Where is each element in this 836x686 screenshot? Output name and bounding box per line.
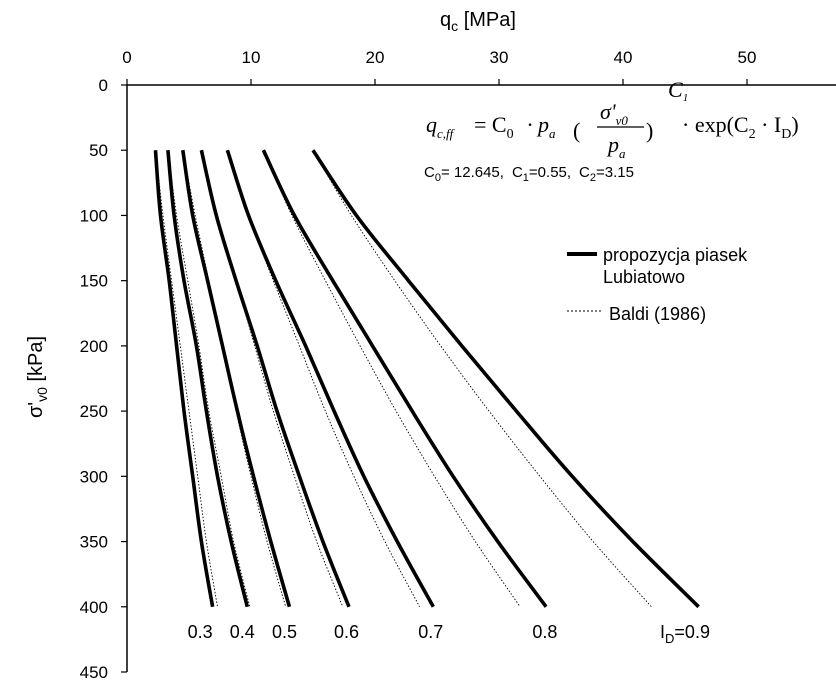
y-axis-title: σ'v0 [kPa] (25, 336, 50, 418)
baldi-curve-7 (312, 149, 652, 608)
equation-exponent: C1 (668, 77, 688, 104)
equation-paren-left: ( (573, 118, 580, 143)
x-tick-label: 30 (490, 48, 509, 67)
x-axis-title-unit: [MPa] (458, 9, 516, 31)
equation-pa: · pa (527, 112, 556, 141)
x-axis-title-sub: c (451, 18, 458, 34)
equation-frac-num: σ'v0 (600, 99, 628, 128)
id-label: 0.3 (188, 622, 213, 642)
y-tick-label: 50 (89, 141, 108, 160)
equation-exp: · exp(C2 · ID) (682, 112, 799, 142)
proposal-curve-5 (225, 149, 435, 608)
legend-label-dotted: Baldi (1986) (609, 304, 706, 324)
x-tick-label: 0 (122, 48, 131, 67)
id-labels-group: 0.3 0.4 0.5 0.6 0.7 0.8 ID=0.9 (188, 622, 710, 646)
id-label-sub: D (665, 631, 674, 646)
proposal-curve-7 (311, 149, 700, 609)
x-tick-label: 20 (366, 48, 385, 67)
proposal-curve-1 (153, 150, 215, 608)
legend-label-solid-line1: propozycja piasek (603, 245, 748, 265)
y-tick-label: 400 (80, 598, 108, 617)
x-tick-label: 50 (738, 48, 757, 67)
y-axis-title-main: σ' (25, 402, 47, 418)
equation-c0: = C0 (474, 112, 514, 142)
coefficients: C0= 12.645, C1=0.55, C2=3.15 (424, 164, 634, 184)
id-label: 0.7 (418, 622, 443, 642)
solid-series-group (153, 149, 700, 609)
legend: propozycja piasek Lubiatowo Baldi (1986) (567, 245, 748, 324)
id-label: 0.8 (532, 622, 557, 642)
id-label: 0.4 (230, 622, 255, 642)
baldi-curve-3 (182, 150, 287, 607)
y-tick-label: 100 (80, 206, 108, 225)
equation-paren-right: ) (646, 118, 653, 143)
y-ticks: 0 50 100 150 200 250 300 350 400 450 (80, 76, 127, 682)
equation-lhs: qc,ff (426, 112, 456, 141)
legend-label-solid-line2: Lubiatowo (603, 267, 685, 287)
equation: qc,ff = C0 · pa ( σ'v0 pa ) C1 · exp(C2 … (426, 77, 799, 161)
y-tick-label: 350 (80, 533, 108, 552)
y-tick-label: 200 (80, 337, 108, 356)
proposal-curve-3 (181, 149, 292, 608)
equation-frac-den: pa (606, 132, 626, 161)
id-label-value: =0.9 (674, 622, 710, 642)
id-label: 0.6 (334, 622, 359, 642)
id-label-main: I (660, 622, 665, 642)
id-label: 0.5 (272, 622, 297, 642)
x-axis-title: qc [MPa] (440, 9, 516, 34)
id-label: ID=0.9 (660, 622, 710, 646)
proposal-curve-2 (166, 150, 250, 608)
y-tick-label: 450 (80, 663, 108, 682)
y-tick-label: 150 (80, 272, 108, 291)
proposal-curve-6 (261, 149, 548, 608)
baldi-curve-1 (155, 150, 218, 607)
x-axis-title-main: q (440, 9, 451, 31)
x-tick-label: 10 (242, 48, 261, 67)
x-ticks: 0 10 20 30 40 50 (122, 48, 756, 85)
y-tick-label: 300 (80, 467, 108, 486)
x-tick-label: 40 (614, 48, 633, 67)
y-tick-label: 250 (80, 402, 108, 421)
y-axis-title-unit: [kPa] (25, 336, 47, 387)
baldi-curve-2 (167, 150, 251, 607)
y-axis-title-sub: v0 (34, 387, 50, 402)
proposal-curve-4 (199, 149, 351, 608)
y-tick-label: 0 (99, 76, 108, 95)
